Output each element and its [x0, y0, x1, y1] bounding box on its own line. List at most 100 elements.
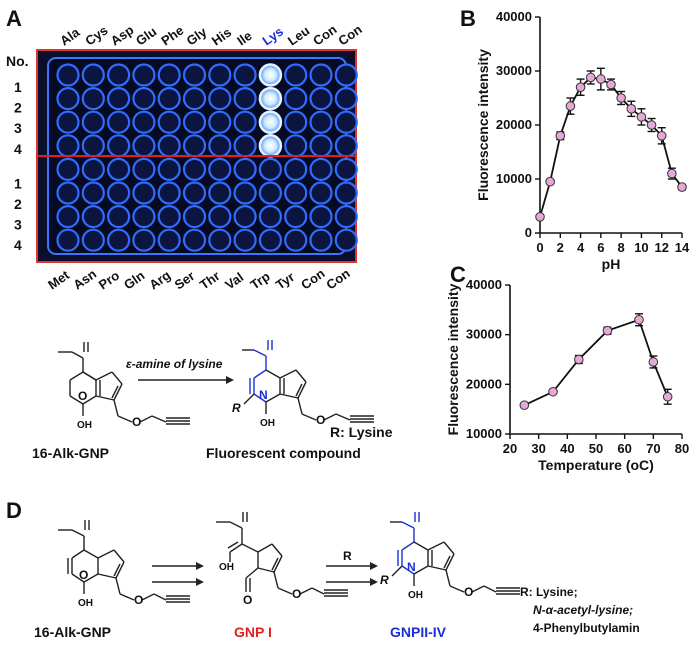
plate-well — [157, 63, 181, 87]
plate-well — [233, 181, 257, 205]
x-tick-label: 20 — [503, 441, 517, 456]
x-axis-label: Temperature (oC) — [538, 457, 654, 473]
plate-well — [208, 86, 232, 111]
plate-row-label: 2 — [14, 196, 22, 212]
plate-well — [81, 134, 105, 158]
plate-well — [56, 134, 80, 158]
data-point — [677, 182, 687, 192]
plate-well — [132, 110, 156, 134]
plate-well — [132, 134, 156, 158]
x-tick-label: 12 — [654, 240, 668, 255]
r-list-item-3: 4-Phenylbutylamin — [533, 621, 640, 635]
plate-well — [334, 63, 358, 87]
plate-well — [208, 205, 232, 229]
plate-well — [334, 134, 358, 158]
plate-well — [258, 157, 282, 181]
y-tick-label: 10000 — [466, 426, 502, 441]
plate-well-bright — [258, 134, 283, 158]
plate-well — [284, 228, 308, 252]
plate-top-label: Con — [335, 22, 364, 49]
plate-well — [182, 63, 207, 87]
plate-well — [284, 86, 308, 111]
y-axis-label: Fluorescence intensity — [475, 49, 491, 201]
plate-bottom-label: Con — [298, 266, 327, 293]
plate-well — [132, 205, 156, 229]
series-line — [523, 318, 669, 407]
structure-16-alk-gnp-d — [58, 520, 190, 603]
plate-top-label: Ile — [234, 28, 254, 49]
plate-well — [182, 86, 207, 111]
plate-top-label: Lys — [260, 24, 287, 49]
chem-o-ring-top: O — [78, 389, 87, 403]
plate-top-label: Leu — [285, 23, 313, 49]
plate-well — [106, 63, 131, 87]
plate-well — [182, 181, 207, 205]
plate-well-bright — [258, 110, 283, 134]
plate-well — [157, 157, 181, 181]
x-tick-label: 2 — [557, 240, 564, 255]
panel-letter-d: D — [6, 498, 22, 523]
plate-well — [81, 181, 105, 205]
reaction-scheme-lysine: O OH O ε-amine of lysine — [32, 340, 393, 461]
plate-well — [309, 228, 333, 252]
x-tick-label: 70 — [646, 441, 660, 456]
plate-well — [233, 86, 257, 111]
plate-well — [182, 205, 207, 229]
x-tick-label: 8 — [618, 240, 625, 255]
data-point — [634, 314, 644, 325]
chem-oh-product: OH — [260, 418, 275, 429]
y-tick-label: 10000 — [496, 171, 532, 186]
y-tick-label: 20000 — [496, 117, 532, 132]
x-tick-label: 60 — [617, 441, 631, 456]
plate-well — [106, 157, 131, 181]
data-point — [555, 131, 566, 141]
plate-bottom-label: Gln — [121, 268, 147, 293]
chem-o-ether-top: O — [132, 415, 141, 429]
structure-gnp-ii-iv — [390, 512, 520, 595]
plate-well — [157, 110, 181, 134]
plate-well — [334, 157, 358, 181]
plate-no-label: No. — [6, 53, 29, 69]
plate-row-label: 3 — [14, 217, 22, 233]
data-point — [667, 168, 677, 179]
plate-wells — [56, 63, 358, 252]
plate-well — [81, 63, 105, 87]
plate-bottom-label: Trp — [248, 269, 273, 293]
plate-well — [56, 86, 80, 111]
data-point — [596, 74, 606, 84]
plate-top-label: Phe — [158, 22, 186, 48]
data-point — [662, 391, 673, 402]
plate-well — [182, 228, 207, 252]
plate-well — [334, 86, 358, 111]
plate-well — [233, 110, 257, 134]
y-tick-label: 30000 — [496, 63, 532, 78]
data-point — [616, 93, 626, 103]
plate-well — [157, 181, 181, 205]
data-point — [548, 386, 558, 397]
plate-well — [132, 63, 156, 87]
plate-well — [56, 110, 80, 134]
plate-well — [132, 86, 156, 111]
plate-top-label: Glu — [133, 24, 159, 49]
plate-well — [132, 228, 156, 252]
chem-oh-gnpi: OH — [219, 562, 234, 573]
r-lysine-label: R: Lysine — [330, 424, 393, 440]
plate-row-label: 4 — [14, 141, 22, 157]
plate-well-bright — [258, 63, 283, 87]
plate-well — [258, 181, 282, 205]
chem-n-d: N — [407, 560, 416, 574]
plate-well — [309, 63, 333, 87]
plate-well — [233, 63, 257, 87]
x-tick-label: 4 — [577, 240, 585, 255]
plate-well — [309, 157, 333, 181]
data-point — [648, 357, 659, 367]
plate-well — [284, 205, 308, 229]
plate-well — [284, 181, 308, 205]
r-list-item-1: R: Lysine; — [520, 585, 578, 599]
plate-well — [208, 228, 232, 252]
y-tick-label: 30000 — [466, 327, 502, 342]
plate-well — [309, 86, 333, 111]
structure-16-alk-gnp-top — [58, 342, 190, 425]
